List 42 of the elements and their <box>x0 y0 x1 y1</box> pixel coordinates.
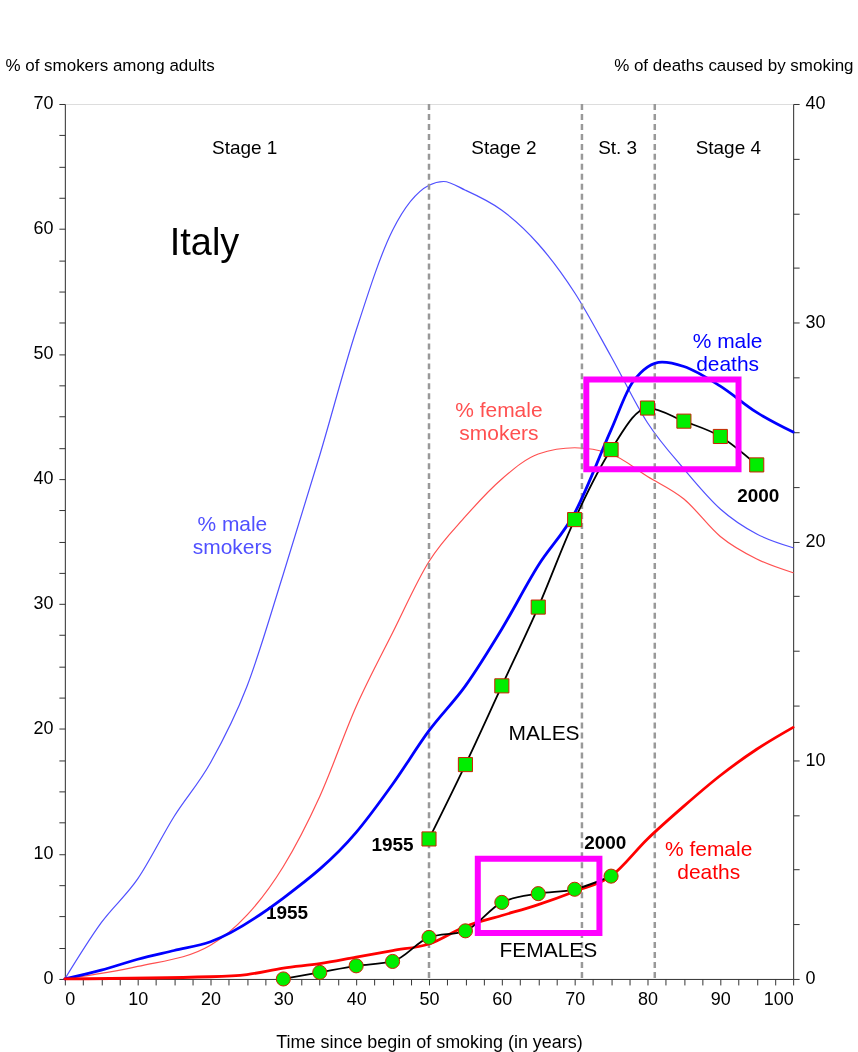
y2-tick-label: 30 <box>805 312 826 333</box>
series-label: % male smokers <box>192 512 272 559</box>
x-tick-label: 60 <box>492 989 513 1010</box>
x-tick-label: 70 <box>565 989 586 1010</box>
y-tick-label: 40 <box>33 468 54 489</box>
y-tick-label: 20 <box>33 718 54 739</box>
annotation: 2000 <box>737 485 780 507</box>
x-tick-label: 50 <box>419 989 440 1010</box>
series-label: % male deaths <box>692 329 763 376</box>
annotation: Stage 4 <box>695 136 761 158</box>
y-tick-label: 30 <box>33 593 54 614</box>
x-tick-label: 80 <box>638 989 658 1010</box>
y2-tick-label: 10 <box>805 749 826 770</box>
x-axis-title: Time since begin of smoking (in years) <box>276 1032 583 1052</box>
y-axis-title: % of smokers among adults <box>5 55 215 75</box>
x-tick-label: 0 <box>65 989 76 1010</box>
y2-tick-label: 40 <box>805 93 826 114</box>
x-tick-label: 40 <box>346 989 367 1010</box>
x-tick-label: 20 <box>201 989 222 1010</box>
y2-tick-label: 20 <box>805 530 826 551</box>
x-tick-label: 100 <box>763 989 794 1010</box>
y-tick-label: 0 <box>43 968 54 989</box>
y-tick-label: 50 <box>33 343 54 364</box>
series-label: % female smokers <box>455 398 543 445</box>
annotation: St. 3 <box>598 136 638 158</box>
annotation: Stage 1 <box>212 136 278 158</box>
x-tick-label: 10 <box>128 989 149 1010</box>
series-label: % female deaths <box>665 836 753 883</box>
text: Italy <box>169 220 240 263</box>
annotation: 1955 <box>265 901 309 923</box>
y2-tick-label: 0 <box>805 968 816 989</box>
series-label: MALES <box>508 720 580 744</box>
y-tick-label: 70 <box>33 93 54 114</box>
annotation: 2000 <box>584 831 627 853</box>
y-tick-label: 10 <box>33 843 54 864</box>
y2-axis-title: % of deaths caused by smoking <box>614 55 854 75</box>
y-tick-label: 60 <box>33 218 54 239</box>
x-tick-label: 30 <box>273 989 294 1010</box>
x-tick-label: 90 <box>710 989 731 1010</box>
annotation: 1955 <box>371 834 414 856</box>
series-label: FEMALES <box>499 937 598 961</box>
annotation: Stage 2 <box>471 136 537 158</box>
